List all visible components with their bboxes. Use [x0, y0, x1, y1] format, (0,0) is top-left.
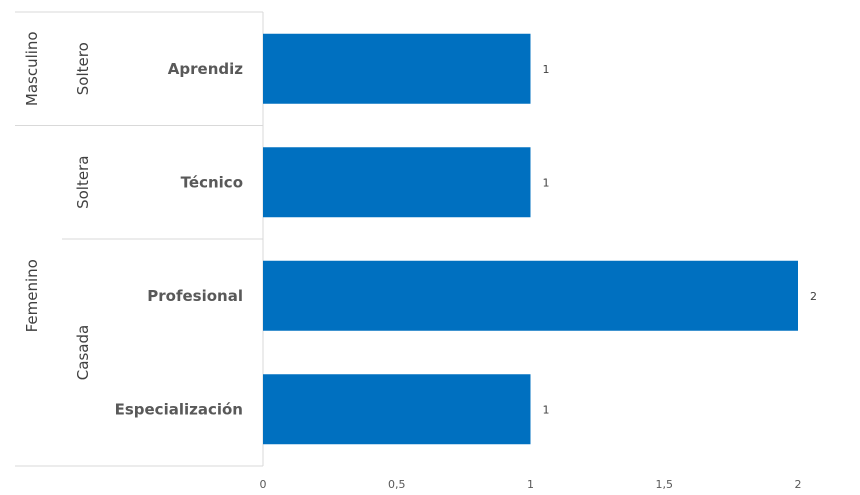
group-level1-labels: Soltero Soltera Casada [74, 42, 92, 380]
bar [263, 260, 798, 331]
bar [263, 33, 531, 104]
group-level2-labels: Masculino Femenino [23, 31, 41, 332]
group-level2-label: Masculino [23, 31, 41, 106]
group-level1-label: Casada [74, 325, 92, 380]
category-label: Aprendiz [168, 60, 243, 78]
category-label: Profesional [147, 287, 243, 305]
group-level2-label: Femenino [23, 259, 41, 332]
data-label: 1 [543, 63, 550, 76]
data-labels: 1 1 2 1 [543, 63, 818, 417]
x-tick-label: 1,5 [656, 478, 674, 491]
data-label: 2 [810, 290, 817, 303]
category-label: Especialización [115, 400, 243, 418]
bars [263, 33, 798, 445]
bar [263, 147, 531, 218]
group-level1-label: Soltera [74, 156, 92, 209]
data-label: 1 [543, 176, 550, 189]
x-tick-label: 0,5 [388, 478, 406, 491]
category-labels: Aprendiz Técnico Profesional Especializació… [115, 60, 244, 419]
x-tick-label: 1 [527, 478, 534, 491]
x-tick-label: 0 [260, 478, 267, 491]
group-level1-label: Soltero [74, 42, 92, 95]
x-tick-label: 2 [795, 478, 802, 491]
category-frame [15, 11, 264, 467]
x-axis-ticks: 0 0,5 1 1,5 2 [260, 478, 802, 491]
data-label: 1 [543, 403, 550, 416]
category-label: Técnico [181, 173, 243, 191]
bar [263, 374, 531, 445]
